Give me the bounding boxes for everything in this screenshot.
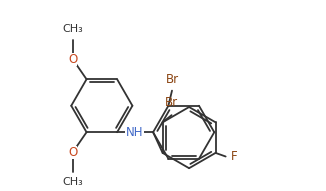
Text: CH₃: CH₃ [63, 24, 83, 34]
Text: O: O [68, 53, 78, 66]
Text: NH: NH [126, 126, 143, 139]
Text: O: O [68, 146, 78, 159]
Text: CH₃: CH₃ [63, 177, 83, 187]
Text: Br: Br [166, 73, 179, 86]
Text: F: F [231, 150, 237, 163]
Text: Br: Br [165, 96, 178, 109]
